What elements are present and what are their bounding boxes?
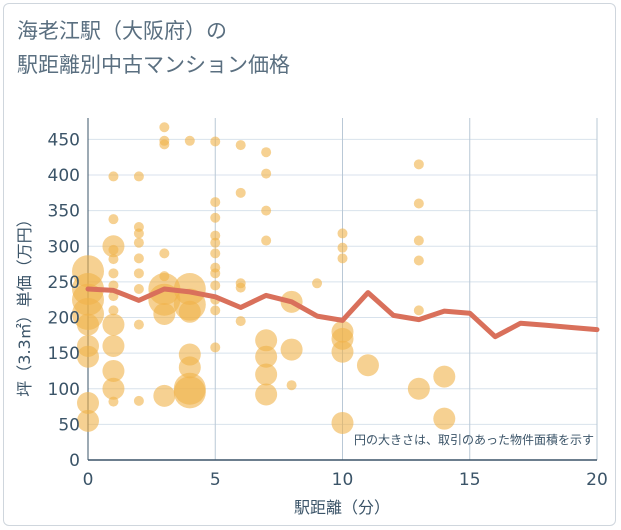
data-bubble <box>413 198 424 209</box>
y-tick-label: 100 <box>48 380 80 400</box>
data-bubble <box>133 395 144 406</box>
data-bubble <box>77 409 99 432</box>
chart-title-line-1: 海老江駅（大阪府）の <box>17 19 227 43</box>
data-bubble <box>261 235 272 246</box>
y-tick-label: 50 <box>58 415 80 435</box>
chart-title: 海老江駅（大阪府）の 駅距離別中古マンション価格 <box>17 14 290 82</box>
data-bubble <box>331 340 354 363</box>
data-bubble <box>133 237 144 248</box>
y-tick-label: 200 <box>48 309 80 329</box>
data-bubble <box>356 354 379 377</box>
data-bubble <box>413 159 424 170</box>
average-line-layer <box>85 286 600 340</box>
y-tick-label: 400 <box>48 166 80 186</box>
data-bubble <box>173 376 206 409</box>
data-bubble <box>184 135 195 146</box>
data-bubble <box>261 147 272 158</box>
data-bubble <box>255 383 278 406</box>
data-bubble <box>433 365 456 388</box>
data-bubble <box>178 300 201 323</box>
data-bubble <box>133 284 144 294</box>
data-bubble <box>210 268 221 279</box>
axes: 0 50 100 150 200 250 300 350 400 450 0 5 10 15 20 <box>48 130 608 490</box>
x-tick-label: 5 <box>210 470 221 490</box>
data-bubble <box>133 253 144 264</box>
data-bubble <box>312 278 323 289</box>
data-bubble <box>210 136 221 147</box>
data-bubble <box>102 335 125 357</box>
y-tick-label: 150 <box>48 344 80 364</box>
data-bubble <box>108 214 119 225</box>
data-bubble <box>153 384 176 407</box>
chart-card <box>3 3 616 526</box>
average-price-line <box>85 286 600 340</box>
data-bubble <box>255 329 278 352</box>
x-axis-label: 駅距離（分） <box>294 498 390 517</box>
y-axis-label: 坪（3.3㎡）単価（万円） <box>15 211 34 396</box>
data-bubble <box>133 171 144 182</box>
data-bubble <box>108 244 119 255</box>
data-bubble <box>210 212 221 223</box>
data-bubble <box>280 338 303 361</box>
y-tick-label: 300 <box>48 237 80 257</box>
data-bubble <box>133 228 144 239</box>
y-tick-label: 350 <box>48 202 80 222</box>
data-bubble <box>255 345 278 368</box>
chart-title-line-2: 駅距離別中古マンション価格 <box>17 53 290 77</box>
data-bubble <box>286 380 297 391</box>
data-bubble <box>413 305 424 316</box>
data-bubble <box>102 313 125 336</box>
data-bubble <box>77 345 99 368</box>
data-bubble <box>108 268 119 279</box>
data-bubble <box>407 377 430 400</box>
data-bubble <box>210 237 221 248</box>
x-tick-label: 20 <box>586 470 608 490</box>
data-bubble <box>77 313 99 336</box>
data-bubble <box>159 139 170 150</box>
data-bubble <box>210 230 221 241</box>
data-bubble <box>413 235 424 246</box>
bubble-layer <box>72 122 456 434</box>
data-bubble <box>413 255 424 266</box>
data-bubble <box>153 302 176 325</box>
data-bubble <box>159 248 170 259</box>
data-bubble <box>235 282 246 293</box>
y-tick-label: 250 <box>48 273 80 293</box>
data-bubble <box>337 253 348 264</box>
data-bubble <box>102 377 125 400</box>
data-bubble <box>210 342 221 353</box>
data-bubble <box>235 187 246 198</box>
data-bubble <box>433 407 456 430</box>
data-bubble <box>108 254 119 265</box>
x-tick-label: 15 <box>459 470 481 490</box>
data-bubble <box>108 305 119 316</box>
data-bubble <box>133 319 144 330</box>
x-tick-label: 10 <box>332 470 354 490</box>
y-tick-label: 450 <box>48 130 80 150</box>
data-bubble <box>255 363 278 386</box>
data-bubble <box>331 411 354 434</box>
data-bubble <box>102 359 125 382</box>
bubble-size-note: 円の大きさは、取引のあった物件面積を示す <box>354 432 594 447</box>
data-bubble <box>133 268 144 279</box>
data-bubble <box>77 392 99 414</box>
data-bubble <box>337 228 348 239</box>
data-bubble <box>210 305 221 316</box>
data-bubble <box>108 396 119 407</box>
y-tick-label: 0 <box>69 451 80 471</box>
data-bubble <box>261 168 272 179</box>
data-bubble <box>261 205 272 216</box>
data-bubble <box>210 197 221 208</box>
data-bubble <box>337 242 348 253</box>
data-bubble <box>210 248 221 259</box>
data-bubble <box>178 356 201 379</box>
data-bubble <box>210 280 221 291</box>
data-bubble <box>159 122 170 133</box>
data-bubble <box>235 316 246 327</box>
data-bubble <box>235 140 246 151</box>
x-tick-label: 0 <box>83 470 94 490</box>
data-bubble <box>108 171 119 182</box>
